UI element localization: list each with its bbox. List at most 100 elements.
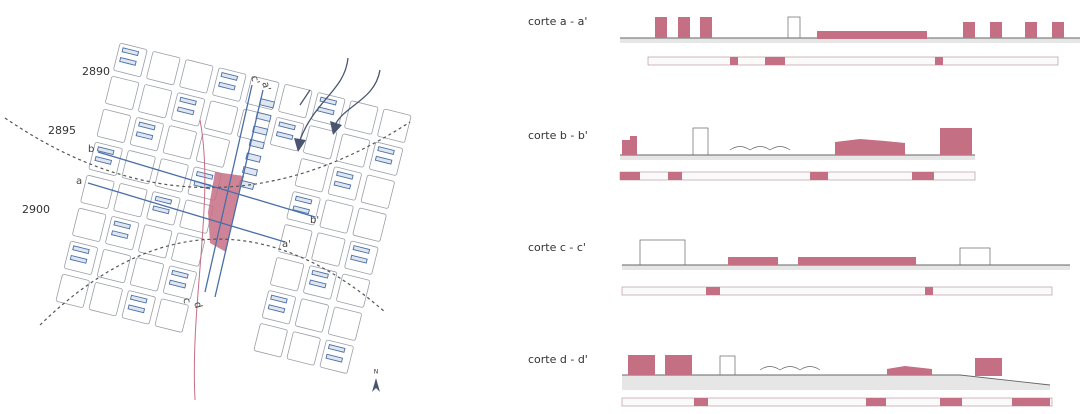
building — [990, 22, 1002, 38]
block — [295, 196, 311, 204]
block — [336, 134, 370, 168]
block — [155, 158, 189, 192]
block — [351, 255, 367, 263]
cut-label: a' — [282, 239, 291, 250]
legend-cell — [940, 398, 962, 406]
block — [278, 84, 312, 118]
legend-cell — [866, 398, 886, 406]
legend-cell — [1012, 398, 1050, 406]
building — [628, 355, 655, 375]
block — [172, 270, 188, 278]
ground — [622, 375, 1050, 390]
block — [259, 99, 274, 108]
platform — [728, 257, 778, 265]
legend-strip — [622, 398, 1052, 406]
block — [254, 323, 288, 357]
block — [146, 51, 180, 85]
building — [1025, 22, 1037, 38]
block — [177, 107, 193, 115]
arrow-head — [294, 138, 306, 152]
building — [1052, 22, 1064, 38]
block — [130, 257, 164, 291]
contour-label: 2900 — [22, 203, 50, 216]
legend-cell — [912, 172, 934, 180]
building — [975, 358, 1002, 376]
section-title: corte d - d' — [528, 353, 588, 366]
contour-label: 2895 — [48, 124, 76, 137]
mound — [835, 139, 905, 155]
block — [320, 200, 354, 234]
building — [665, 355, 692, 375]
building — [640, 240, 685, 265]
legend-cell — [925, 287, 933, 295]
block — [268, 305, 284, 313]
building — [720, 356, 735, 375]
legend-cell — [765, 57, 785, 65]
page: 2890 2895 2900 c' a' b a b' a' c d N cor… — [0, 0, 1088, 414]
block — [97, 147, 113, 155]
site-plan: 2890 2895 2900 c' a' b a b' a' c d N — [5, 43, 411, 400]
legend-cell — [730, 57, 738, 65]
legend-cell — [706, 287, 720, 295]
section-a — [620, 17, 1080, 65]
legend-cell — [935, 57, 943, 65]
block — [204, 101, 238, 135]
block — [309, 280, 325, 288]
building — [622, 136, 637, 155]
legend-strip — [622, 287, 1052, 295]
mound — [887, 366, 932, 375]
block — [169, 280, 185, 288]
cut-label: d — [191, 301, 203, 310]
block — [328, 345, 344, 353]
building — [940, 128, 972, 155]
block — [105, 76, 139, 110]
block — [276, 132, 292, 140]
block — [196, 134, 230, 168]
cut-line — [98, 152, 315, 217]
block — [163, 125, 197, 159]
block — [95, 157, 111, 165]
block — [155, 196, 171, 204]
building — [700, 17, 712, 38]
north-arrow — [372, 378, 380, 392]
block — [219, 82, 235, 90]
block — [139, 122, 155, 130]
legend-cell — [620, 172, 640, 180]
legend-cell — [668, 172, 682, 180]
section-title: corte a - a' — [528, 15, 587, 28]
ground — [620, 155, 975, 160]
ground — [622, 265, 1070, 270]
building — [655, 17, 667, 38]
canopy — [760, 367, 820, 371]
legend-cell — [694, 398, 708, 406]
section-title: corte b - b' — [528, 129, 588, 142]
block — [287, 332, 321, 366]
block — [334, 181, 350, 189]
block — [73, 246, 89, 254]
cut-label: b' — [310, 215, 319, 226]
north-label: N — [374, 369, 379, 376]
block — [295, 299, 329, 333]
legend-cell — [810, 172, 828, 180]
block — [326, 354, 342, 362]
block — [179, 59, 213, 93]
block — [337, 171, 353, 179]
block — [97, 249, 131, 283]
cut-label: c' — [248, 75, 261, 86]
building — [788, 17, 800, 38]
block — [221, 73, 237, 81]
cut-label: b — [88, 144, 94, 155]
building — [678, 17, 690, 38]
arrow-head — [330, 121, 342, 135]
block — [377, 109, 411, 143]
block — [113, 183, 147, 217]
section-c — [622, 240, 1070, 295]
section-title: corte c - c' — [528, 241, 586, 254]
block — [279, 122, 295, 130]
block — [138, 224, 172, 258]
block — [295, 158, 329, 192]
block — [122, 48, 138, 56]
block — [179, 200, 213, 234]
section-d — [622, 355, 1052, 406]
block — [130, 295, 146, 303]
